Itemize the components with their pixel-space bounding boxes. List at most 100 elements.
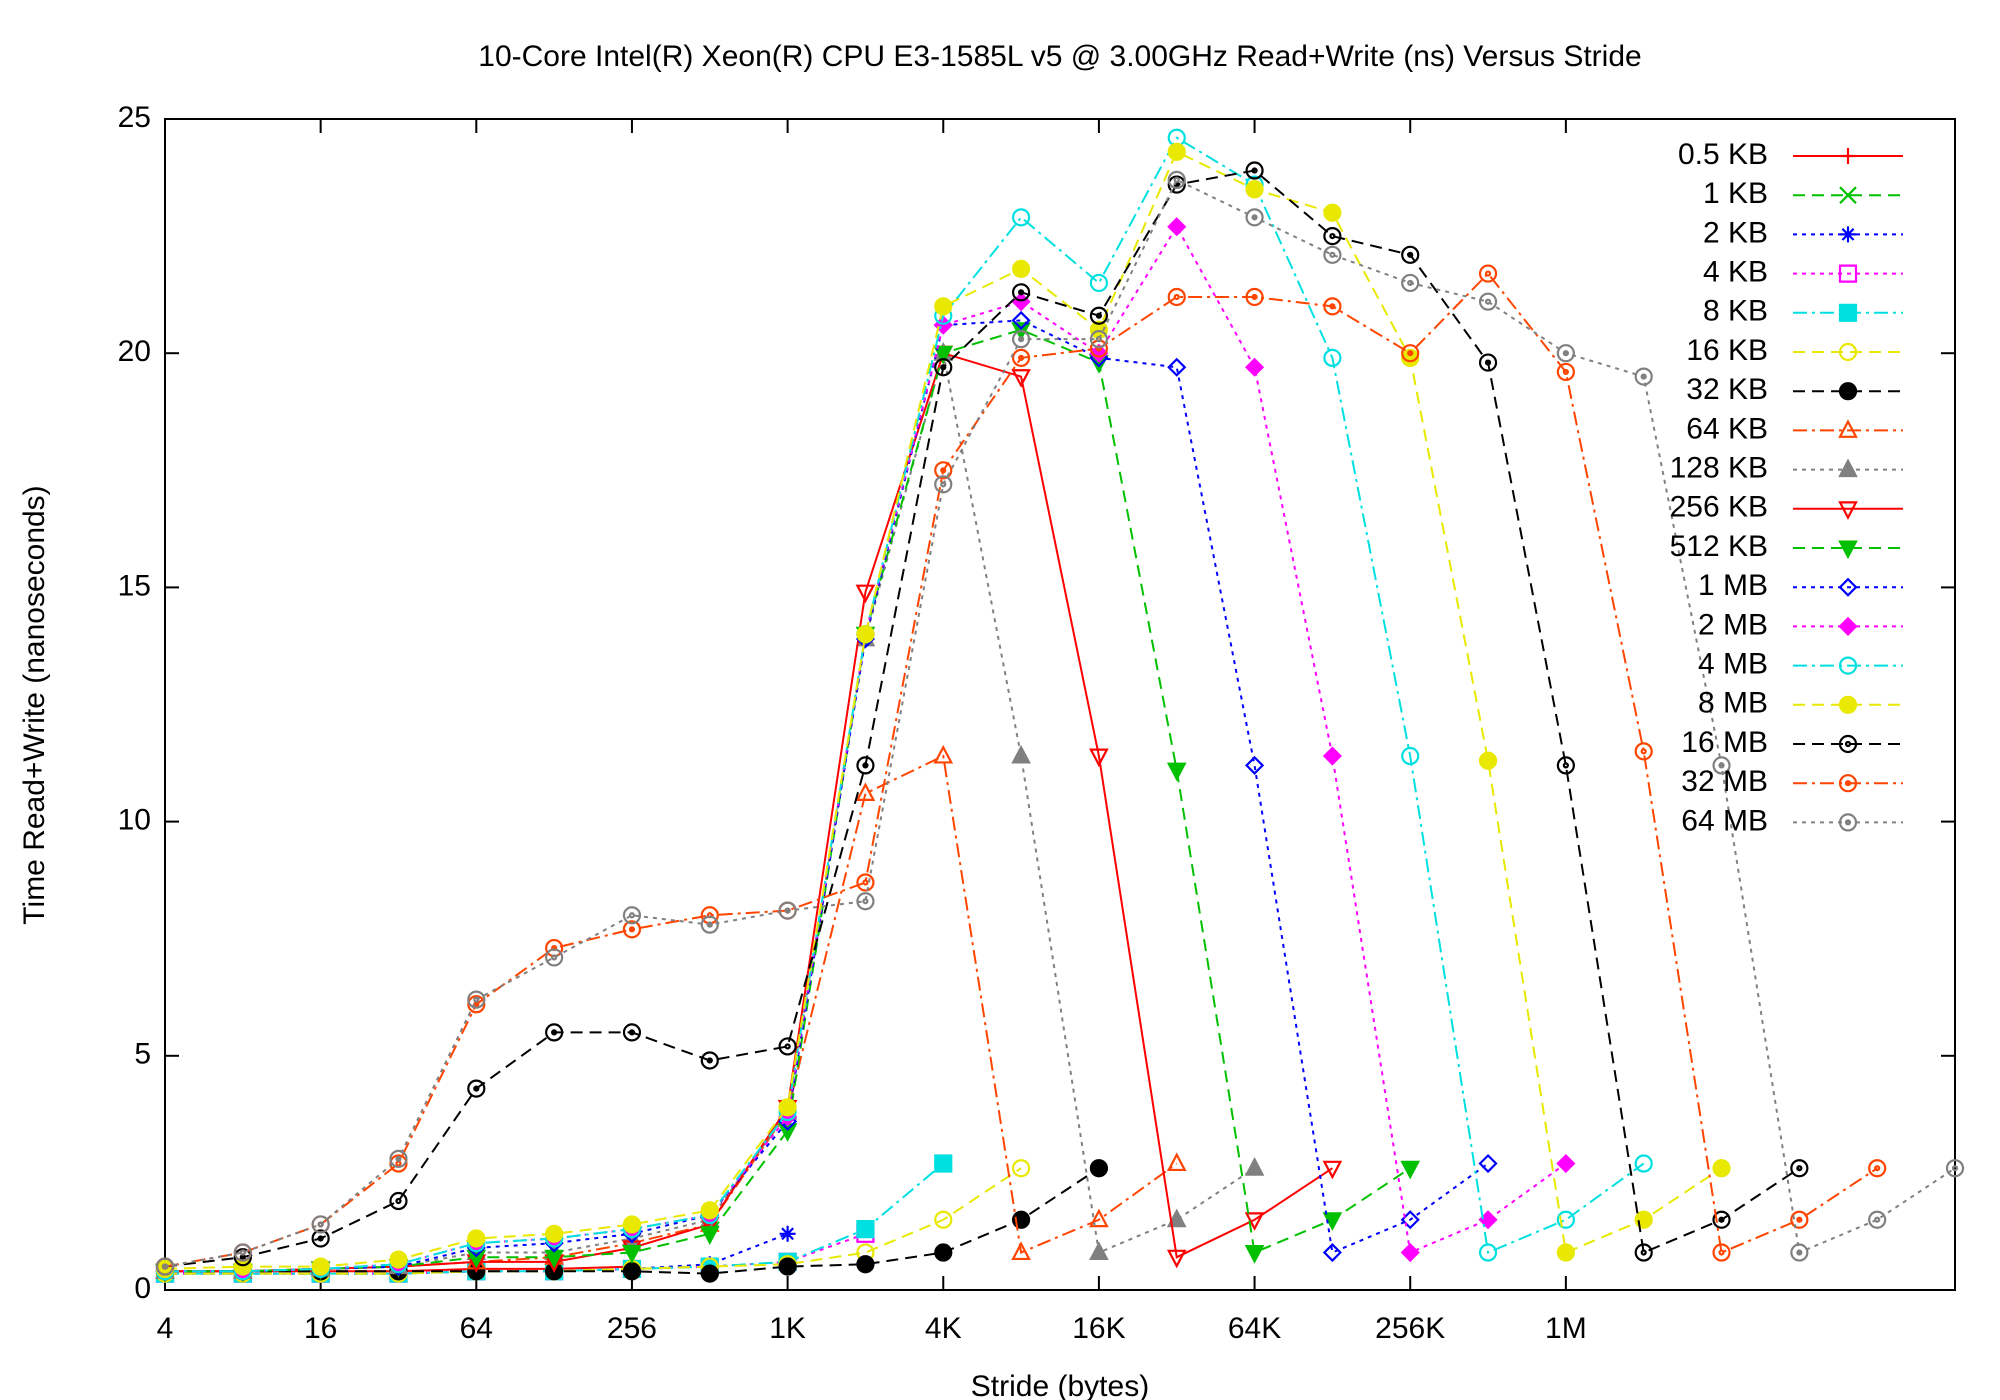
data-point (1478, 751, 1498, 770)
legend-background (1638, 333, 1908, 371)
data-point (1011, 369, 1031, 388)
data-point (622, 1262, 642, 1281)
data-point (1244, 1157, 1265, 1176)
series-line (164, 169, 1800, 1268)
legend-label: 4 KB (1703, 256, 1768, 289)
data-point (778, 901, 797, 920)
data-point (1245, 287, 1264, 307)
legend-label: 2 KB (1703, 216, 1768, 249)
legend-marker (1838, 501, 1858, 520)
data-point (1322, 1242, 1342, 1263)
data-point (1634, 1243, 1653, 1262)
data-point (233, 1248, 252, 1267)
data-point (1167, 170, 1186, 189)
legend-label: 2 MB (1698, 608, 1768, 641)
data-point (1478, 292, 1498, 311)
data-point (1166, 1249, 1187, 1269)
legend-marker (1840, 148, 1856, 164)
data-point (389, 1191, 408, 1211)
data-point (1245, 755, 1265, 775)
data-point (467, 1079, 486, 1098)
x-axis-label: Stride (bytes) (971, 1370, 1149, 1400)
data-point (1245, 208, 1264, 227)
data-point (1556, 344, 1575, 363)
data-point (856, 1255, 875, 1274)
x-tick-label: 256K (1375, 1312, 1445, 1345)
data-point (1011, 1241, 1031, 1261)
data-point (1011, 259, 1031, 278)
data-point (855, 584, 876, 604)
data-point (1011, 330, 1031, 349)
data-point (1244, 1245, 1265, 1264)
legend-marker (1838, 342, 1858, 362)
legend-label: 1 KB (1703, 177, 1768, 210)
data-point (856, 892, 875, 911)
data-point (1167, 217, 1187, 237)
data-point (389, 1154, 408, 1173)
data-point (933, 345, 954, 365)
data-point (1556, 362, 1575, 381)
data-point (856, 873, 875, 892)
legend-marker (1838, 734, 1858, 754)
y-tick-label: 15 (118, 569, 151, 602)
data-point (1322, 746, 1342, 766)
data-point (1556, 756, 1575, 775)
series-line (164, 150, 1723, 1270)
data-point (1089, 1208, 1109, 1228)
data-point (467, 995, 486, 1014)
legend-marker (1838, 264, 1858, 283)
legend-label: 8 KB (1703, 295, 1768, 328)
data-point (1945, 1159, 1965, 1178)
data-point (1011, 1159, 1031, 1178)
data-point (934, 358, 953, 377)
legend-label: 64 MB (1681, 804, 1768, 837)
data-point (1244, 1212, 1265, 1231)
legend-marker (1838, 303, 1858, 322)
data-point (1167, 142, 1186, 161)
data-point (1089, 748, 1109, 768)
legend-background (1638, 725, 1908, 763)
y-tick-label: 0 (134, 1272, 151, 1305)
y-tick-label: 5 (134, 1038, 151, 1071)
data-point (545, 948, 564, 967)
data-point (1089, 306, 1109, 325)
legend-label: 4 MB (1698, 648, 1768, 681)
data-point (1167, 287, 1186, 307)
legend-marker (1840, 226, 1856, 243)
data-point (233, 1243, 252, 1262)
legend-label: 16 KB (1686, 334, 1768, 367)
legend-marker (1838, 656, 1858, 675)
legend-background (1638, 372, 1908, 410)
x-tick-label: 256 (607, 1312, 657, 1345)
data-point (1478, 1243, 1498, 1262)
data-point (700, 1051, 719, 1070)
data-point (856, 1220, 875, 1239)
data-point (1011, 310, 1031, 330)
legend-label: 128 KB (1670, 452, 1768, 485)
y-axis-label: Time Read+Write (nanoseconds) (18, 485, 51, 924)
data-point (1790, 1210, 1809, 1229)
data-point (1400, 1160, 1421, 1180)
data-point (1401, 245, 1420, 264)
legend-label: 32 KB (1686, 373, 1768, 406)
data-point (311, 1215, 330, 1234)
data-point (1011, 283, 1031, 302)
data-point (1401, 348, 1420, 367)
data-point (1712, 756, 1731, 775)
legend-label: 16 MB (1681, 726, 1768, 759)
data-point (1245, 161, 1264, 180)
legend-label: 1 MB (1698, 569, 1768, 602)
data-point (1089, 343, 1109, 363)
data-point (1400, 1242, 1420, 1263)
legend-marker (1838, 419, 1858, 438)
data-point (1322, 1160, 1343, 1180)
data-point (1401, 273, 1420, 292)
legend-marker (1838, 458, 1858, 478)
legend-label: 512 KB (1670, 530, 1768, 563)
data-point (467, 1229, 486, 1248)
chart-title: 10-Core Intel(R) Xeon(R) CPU E3-1585L v5… (478, 40, 1641, 73)
legend-label: 0.5 KB (1678, 138, 1768, 171)
legend-marker (1838, 695, 1858, 714)
series-line (164, 272, 1878, 1268)
data-point (1868, 1159, 1887, 1178)
